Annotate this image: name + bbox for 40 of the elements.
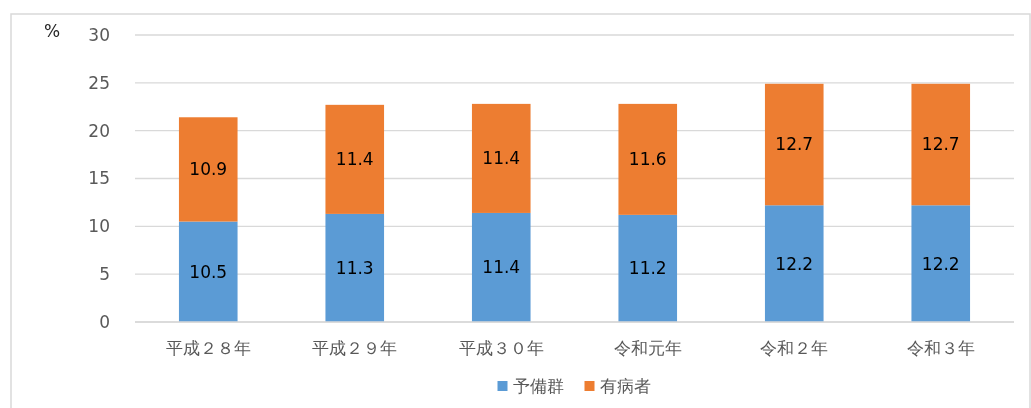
y-axis-title: %: [43, 20, 61, 41]
x-tick-label: 平成３０年: [458, 337, 544, 358]
x-tick-label: 平成２８年: [165, 337, 251, 358]
data-label: 11.4: [482, 257, 521, 278]
bar: [911, 83, 971, 206]
y-tick-label: 25: [88, 72, 110, 93]
y-tick-label: 30: [88, 24, 110, 45]
data-label: 12.2: [775, 253, 814, 274]
x-tick-label: 令和元年: [613, 337, 682, 358]
y-tick-label: 10: [88, 216, 110, 237]
data-label: 11.6: [628, 149, 667, 170]
data-label: 11.4: [335, 149, 374, 170]
y-tick-label: 20: [88, 120, 110, 141]
bar: [471, 103, 531, 213]
data-label: 12.7: [921, 134, 960, 155]
x-tick-label: 令和３年: [906, 337, 975, 358]
legend-label: 有病者: [599, 375, 651, 396]
y-tick-label: 0: [99, 311, 110, 332]
data-label: 11.3: [335, 257, 374, 278]
bar: [764, 205, 824, 322]
y-tick-label: 15: [88, 168, 110, 189]
bar: [618, 103, 678, 215]
x-tick-label: 平成２９年: [312, 337, 398, 358]
bar: [178, 117, 238, 222]
bar: [325, 213, 385, 322]
x-tick-label: 令和２年: [760, 337, 829, 358]
bar: [471, 212, 531, 322]
data-label: 12.2: [921, 253, 960, 274]
data-label: 10.9: [189, 159, 228, 180]
bar: [178, 221, 238, 322]
bar: [911, 205, 971, 322]
data-label: 10.5: [189, 261, 228, 282]
bar: [618, 214, 678, 322]
data-label: 12.7: [775, 134, 814, 155]
bar: [325, 104, 385, 214]
legend-label: 予備群: [512, 375, 564, 396]
bar: [764, 83, 824, 206]
data-label: 11.2: [628, 258, 667, 279]
data-label: 11.4: [482, 148, 521, 169]
y-tick-label: 5: [99, 264, 110, 285]
